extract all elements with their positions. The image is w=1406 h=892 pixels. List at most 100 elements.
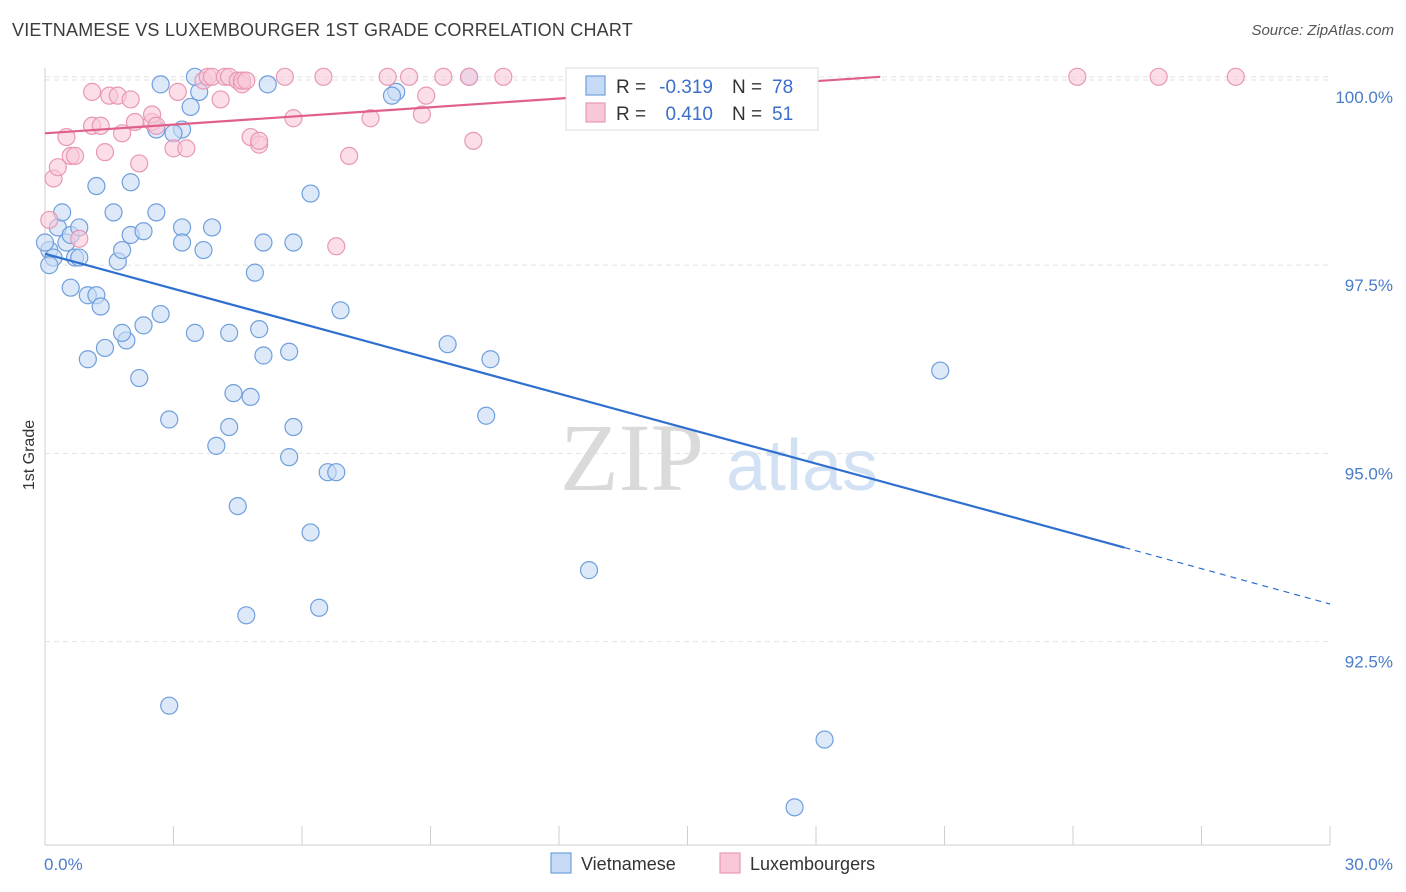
legend-r-value: -0.319 [659, 77, 713, 98]
vietnamese-point [194, 240, 213, 260]
vietnamese-point [95, 338, 115, 358]
vietnamese-point [172, 233, 192, 252]
luxembourger-point [327, 237, 346, 256]
vietnamese-point [481, 350, 500, 369]
trend-lines [44, 75, 1331, 605]
bottom-legend: Vietnamese Luxembourgers [550, 852, 875, 874]
axes: 0.0% 30.0% [44, 68, 1393, 874]
luxembourger-point [340, 146, 359, 166]
vietnamese-point [250, 320, 269, 339]
watermark-atlas: atlas [726, 426, 878, 506]
vietnamese-point [254, 233, 273, 252]
vietnamese-point [579, 561, 599, 580]
x-tick-label-max: 30.0% [1345, 855, 1393, 874]
luxembourger-point [70, 229, 89, 248]
vietnamese-point [280, 448, 299, 467]
data-points [35, 67, 1245, 817]
vietnamese-point [160, 696, 179, 715]
y-tick-label: 92.5% [1345, 653, 1393, 672]
legend-r-label: R = [616, 77, 646, 98]
luxembourger-point [1068, 67, 1087, 86]
vietnamese-point [40, 256, 59, 275]
vietnamese-point [151, 75, 170, 94]
vietnamese-point [327, 463, 346, 482]
legend-n-value: 78 [772, 77, 793, 98]
vietnamese-point [164, 124, 183, 143]
vietnamese-point [477, 406, 496, 425]
vietnamese-point [130, 368, 149, 388]
vietnamese-point [35, 233, 55, 252]
vietnamese-point [254, 346, 273, 365]
luxembourger-point [1149, 67, 1168, 86]
vietnamese-point [61, 278, 80, 297]
watermark: ZIP atlas [560, 404, 878, 511]
vietnamese-point [241, 387, 260, 406]
vietnamese-point [134, 222, 153, 241]
legend-r-value: 0.410 [665, 104, 713, 125]
vietnamese-point [147, 203, 166, 222]
legend-r-label: R = [616, 104, 646, 125]
vietnamese-point [202, 218, 222, 237]
luxembourger-point [314, 67, 333, 86]
luxembourger-point [83, 82, 102, 101]
vietnamese-point [220, 417, 239, 437]
vietnamese-point [382, 86, 402, 105]
vietnamese-point [785, 798, 804, 817]
y-tick-label: 95.0% [1345, 464, 1393, 483]
luxembourger-point [211, 90, 230, 109]
vietnamese-point [160, 410, 179, 429]
luxembourger-point [177, 139, 196, 158]
vietnamese-point [104, 203, 123, 222]
bottom-legend-swatch [550, 852, 572, 874]
vietnamese-point [815, 730, 834, 749]
vietnamese-trend-extension [1124, 546, 1331, 605]
luxembourger-point [378, 67, 397, 86]
vietnamese-point [284, 233, 303, 252]
luxembourger-point [464, 131, 483, 150]
vietnamese-point [245, 263, 264, 282]
luxembourger-point [40, 210, 59, 230]
vietnamese-point [220, 323, 239, 342]
chart-title: VIETNAMESE VS LUXEMBOURGER 1ST GRADE COR… [12, 20, 633, 40]
luxembourger-point [121, 90, 140, 109]
vietnamese-point [228, 497, 247, 516]
vietnamese-point [151, 304, 170, 324]
vietnamese-point [301, 523, 320, 542]
vietnamese-point [207, 436, 226, 455]
vietnamese-point [185, 323, 205, 342]
chart-source: Source: ZipAtlas.com [1251, 22, 1394, 39]
vietnamese-point [78, 350, 97, 369]
luxembourger-point [168, 82, 187, 101]
luxembourger-point [284, 109, 303, 128]
vietnamese-point [237, 606, 256, 625]
vietnamese-point [181, 97, 200, 117]
vietnamese-point [91, 297, 110, 316]
vietnamese-point [310, 598, 329, 617]
vietnamese-point [258, 75, 277, 94]
bottom-legend-label: Luxembourgers [750, 854, 875, 874]
luxembourger-point [361, 109, 380, 128]
bottom-legend-swatch [719, 852, 741, 874]
legend-box [565, 67, 819, 131]
luxembourger-point [237, 71, 256, 90]
vietnamese-point [121, 173, 140, 192]
luxembourger-point [417, 86, 436, 105]
luxembourger-point [1226, 67, 1245, 86]
watermark-zip: ZIP [560, 404, 704, 511]
vietnamese-point [172, 218, 192, 237]
luxembourger-point [459, 67, 479, 86]
legend: R = -0.319 N = 78 R = 0.410 N = 51 [565, 67, 819, 131]
vietnamese-point [112, 323, 132, 342]
luxembourger-point [275, 67, 294, 86]
legend-swatch [585, 102, 606, 123]
vietnamese-point [931, 361, 950, 380]
gridlines: 92.5% 95.0% 97.5% 100.0% [45, 76, 1393, 672]
legend-n-label: N = [732, 104, 762, 125]
vietnamese-point [284, 417, 303, 437]
vietnamese-point [301, 184, 320, 203]
luxembourger-point [494, 67, 513, 86]
luxembourger-point [95, 143, 115, 162]
luxembourger-point [412, 105, 432, 124]
vietnamese-point [87, 176, 106, 196]
